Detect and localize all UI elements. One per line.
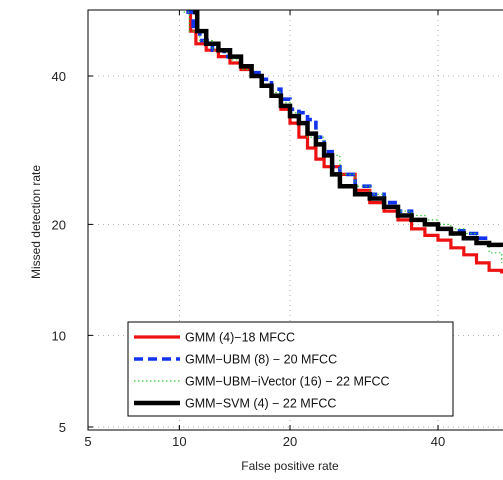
legend-box: [127, 321, 454, 417]
series-line-3: [183, 11, 503, 263]
series-layer: [183, 10, 503, 274]
x-tick-label: 20: [283, 434, 297, 449]
x-tick-label: 10: [172, 434, 186, 449]
y-tick-label: 5: [59, 420, 66, 435]
y-axis-label: Missed detection rate: [29, 165, 43, 279]
legend-entry: GMM−UBM−iVector (16) − 22 MFCC: [185, 375, 390, 389]
legend-entry: GMM−SVM (4) − 22 MFCC: [185, 397, 336, 411]
ticks: 5 10 20 40 5 10 20 40: [52, 10, 445, 449]
series-line-4: [193, 10, 503, 248]
legend: GMM (4)−18 MFCC GMM−UBM (8) − 20 MFCC GMM−…: [127, 321, 454, 417]
plot-frame: [87, 9, 503, 431]
x-axis-label: False positive rate: [241, 459, 339, 473]
y-tick-label: 10: [52, 328, 66, 343]
y-tick-label: 40: [52, 69, 66, 84]
y-tick-label: 20: [52, 217, 66, 232]
legend-entry: GMM (4)−18 MFCC: [185, 331, 295, 345]
x-tick-label: 40: [431, 434, 445, 449]
series-line-2: [186, 10, 503, 247]
x-tick-label: 5: [84, 434, 91, 449]
legend-entry: GMM−UBM (8) − 20 MFCC: [185, 353, 337, 367]
